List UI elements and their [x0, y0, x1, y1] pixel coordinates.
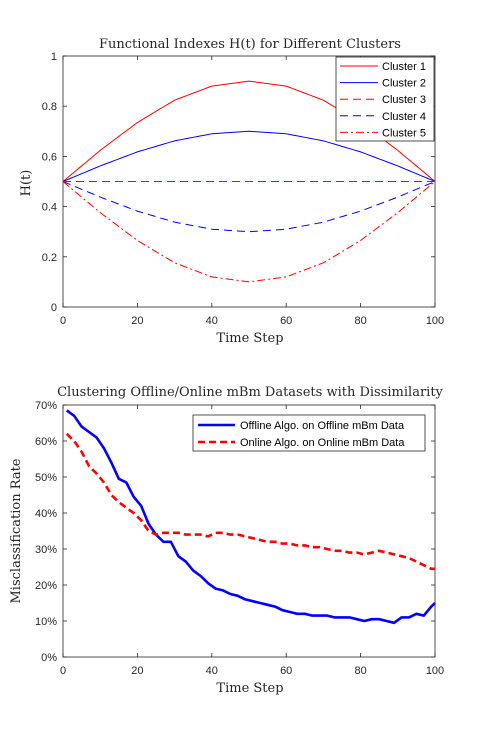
chart2-legend: Offline Algo. on Offline mBm Data Online … — [192, 414, 426, 452]
chart1-xtick-label: 60 — [280, 315, 292, 327]
chart2-xtick-label: 0 — [60, 665, 66, 677]
chart-h-functional-indexes: Functional Indexes H(t) for Different Cl… — [19, 37, 444, 346]
chart1-series-line-2 — [62, 130, 436, 182]
chart2-ytick-label: 70% — [35, 400, 57, 412]
chart2-xtick-label: 60 — [280, 665, 292, 677]
chart2-xtick-label: 20 — [131, 665, 143, 677]
chart1-series-line-5 — [62, 181, 436, 283]
chart1-xtick-label: 40 — [206, 315, 218, 327]
chart1-xtick-label: 80 — [354, 315, 366, 327]
chart2-xtick-label: 100 — [426, 665, 444, 677]
chart1-ytick-label: 1 — [51, 51, 57, 63]
chart2-ytick-label: 10% — [35, 616, 57, 628]
chart2-ytick-label: 50% — [35, 472, 57, 484]
chart2-xtick-label: 80 — [354, 665, 366, 677]
chart1-xlabel: Time Step — [216, 331, 283, 346]
chart2-ytick-label: 20% — [35, 580, 57, 592]
chart2-ytick-label: 30% — [35, 544, 57, 556]
chart1-xtick-label: 20 — [131, 315, 143, 327]
chart2-legend-box — [192, 414, 426, 452]
chart2-ytick-label: 40% — [35, 508, 57, 520]
legend-entry-label: Cluster 2 — [382, 78, 426, 90]
chart2-xlabel: Time Step — [216, 681, 283, 696]
legend-entry-label: Cluster 1 — [382, 61, 426, 73]
chart1-xtick-label: 100 — [426, 315, 444, 327]
chart-misclassification-rate: Clustering Offline/Online mBm Datasets w… — [9, 385, 444, 696]
chart2-title: Clustering Offline/Online mBm Datasets w… — [57, 385, 443, 400]
chart1-series-line-4 — [62, 181, 436, 233]
legend-entry-label: Offline Algo. on Offline mBm Data — [240, 420, 405, 432]
chart1-ylabel: H(t) — [19, 170, 34, 197]
chart1-ytick-label: 0.4 — [42, 202, 57, 214]
chart1-ytick-label: 0.2 — [42, 252, 57, 264]
chart2-xtick-label: 40 — [206, 665, 218, 677]
chart1-xtick-label: 0 — [60, 315, 66, 327]
chart1-ytick-label: 0.8 — [42, 101, 57, 113]
chart2-series-line-2 — [65, 432, 435, 571]
legend-entry-label: Cluster 5 — [382, 127, 426, 139]
chart2-ytick-label: 0% — [41, 652, 57, 664]
chart1-ytick-label: 0 — [51, 302, 57, 314]
chart1-legend: Cluster 1 Cluster 2 Cluster 3 Cluster 4 Clus… — [335, 56, 435, 142]
chart2-ytick-label: 60% — [35, 436, 57, 448]
chart1-title: Functional Indexes H(t) for Different Cl… — [99, 37, 401, 52]
chart2-ylabel: Misclassification Rate — [9, 458, 24, 603]
legend-entry-label: Cluster 4 — [382, 111, 426, 123]
legend-entry-label: Cluster 3 — [382, 94, 426, 106]
chart2-series-line-1 — [65, 409, 436, 625]
chart1-legend-box — [335, 56, 435, 142]
legend-entry-label: Online Algo. on Online mBm Data — [240, 437, 405, 449]
chart1-ytick-label: 0.6 — [42, 151, 57, 163]
